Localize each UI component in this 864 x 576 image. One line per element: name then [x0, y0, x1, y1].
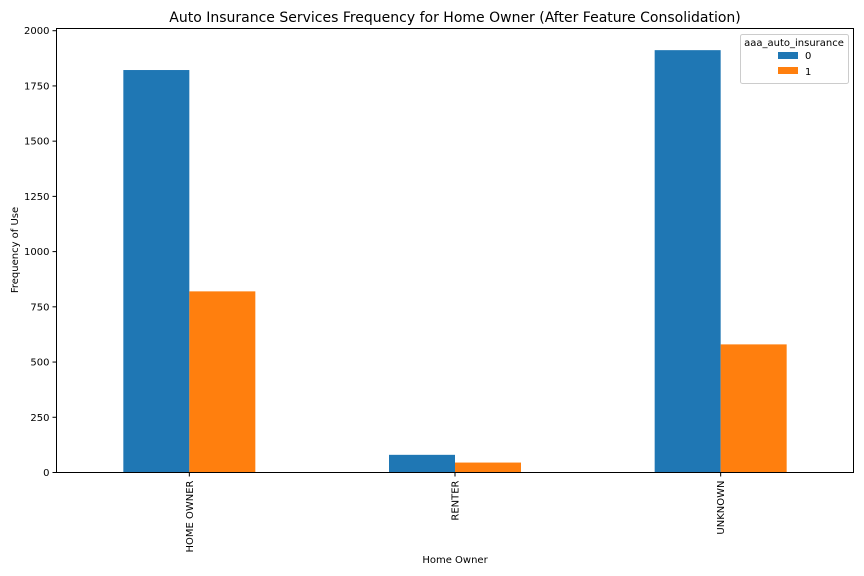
y-tick-label: 1250 [24, 192, 49, 203]
legend-label-0: 0 [805, 51, 811, 62]
bar-series-1-unknown [720, 344, 787, 473]
y-tick-label: 1000 [24, 247, 49, 258]
y-tick-label: 1500 [24, 137, 49, 148]
legend-label-1: 1 [805, 67, 811, 78]
x-axis-label: Home Owner [422, 555, 488, 566]
x-tick-label: UNKNOWN [716, 481, 727, 535]
legend-swatch-0 [778, 52, 798, 59]
bar-series-1-home-owner [189, 291, 256, 473]
x-tick-label: HOME OWNER [185, 480, 196, 552]
legend-title: aaa_auto_insurance [744, 38, 844, 49]
x-axis: HOME OWNER RENTER UNKNOWN [185, 472, 727, 553]
y-tick-label: 0 [43, 468, 49, 479]
chart-title: Auto Insurance Services Frequency for Ho… [169, 10, 741, 26]
bar-series-0-home-owner [123, 70, 190, 473]
bar-series-1-renter [455, 462, 521, 473]
legend-swatch-1 [778, 67, 798, 74]
y-axis: 0 250 500 750 1000 1250 1500 1750 2000 [24, 26, 57, 479]
y-tick-label: 2000 [24, 26, 49, 37]
y-tick-label: 250 [30, 413, 49, 424]
y-tick-label: 750 [30, 302, 49, 313]
bar-series-0-unknown [654, 50, 721, 473]
y-tick-label: 1750 [24, 81, 49, 92]
x-tick-label: RENTER [451, 480, 462, 520]
legend: aaa_auto_insurance 0 1 [740, 34, 849, 84]
bars-group [123, 50, 787, 473]
y-tick-label: 500 [30, 358, 49, 369]
y-axis-label: Frequency of Use [10, 207, 21, 293]
bar-series-0-renter [389, 454, 455, 473]
plot-frame [56, 28, 854, 473]
